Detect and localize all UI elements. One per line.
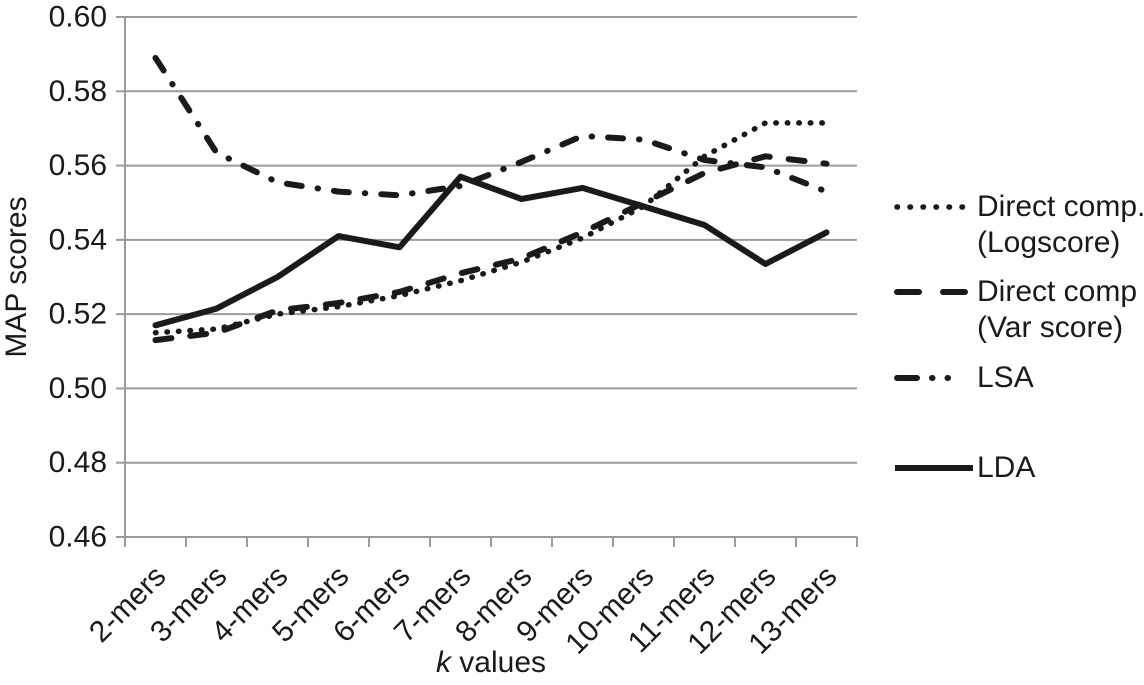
y-tick-label: 0.46: [49, 521, 107, 554]
dashdot-line-sample-icon: [894, 375, 958, 381]
legend-label-lda: LDA: [977, 450, 1035, 486]
legend-label-line: LSA: [977, 361, 1034, 394]
legend-item-lsa: LSA: [893, 360, 1034, 396]
legend: Direct comp. (Logscore) Direct comp (Var…: [893, 0, 1144, 685]
solid-line-sample-icon: [895, 465, 973, 471]
legend-label-line: Direct comp.: [977, 190, 1144, 223]
y-tick-label: 0.48: [49, 446, 107, 479]
legend-label-line: Direct comp: [977, 275, 1138, 308]
legend-item-lda: LDA: [893, 450, 1035, 486]
y-tick-label: 0.50: [49, 372, 107, 405]
dotted-line-sample-icon: [894, 204, 976, 210]
y-tick-label: 0.58: [49, 75, 107, 108]
series-line-lsa: [152, 54, 830, 199]
legend-label-line: (Var score): [977, 311, 1124, 344]
legend-item-varscore: Direct comp (Var score): [893, 274, 1137, 346]
x-axis-title: k values: [436, 646, 546, 679]
y-tick-label: 0.56: [49, 149, 107, 182]
series-line-logscore: [152, 120, 830, 336]
y-tick-label: 0.60: [49, 1, 107, 34]
dashed-line-sample-icon: [894, 289, 972, 295]
y-tick-label: 0.54: [49, 223, 107, 256]
legend-label-line: LDA: [977, 451, 1036, 484]
series-line-varscore: [152, 153, 830, 344]
legend-label-lsa: LSA: [977, 360, 1034, 396]
y-tick-label: 0.52: [49, 298, 107, 331]
legend-item-logscore: Direct comp. (Logscore): [893, 189, 1144, 261]
series-line-lda: [152, 173, 830, 329]
y-axis-title: MAP scores: [0, 196, 33, 357]
legend-label-varscore: Direct comp (Var score): [977, 274, 1137, 346]
legend-label-line: (Logscore): [977, 226, 1121, 259]
legend-label-logscore: Direct comp. (Logscore): [977, 189, 1144, 261]
